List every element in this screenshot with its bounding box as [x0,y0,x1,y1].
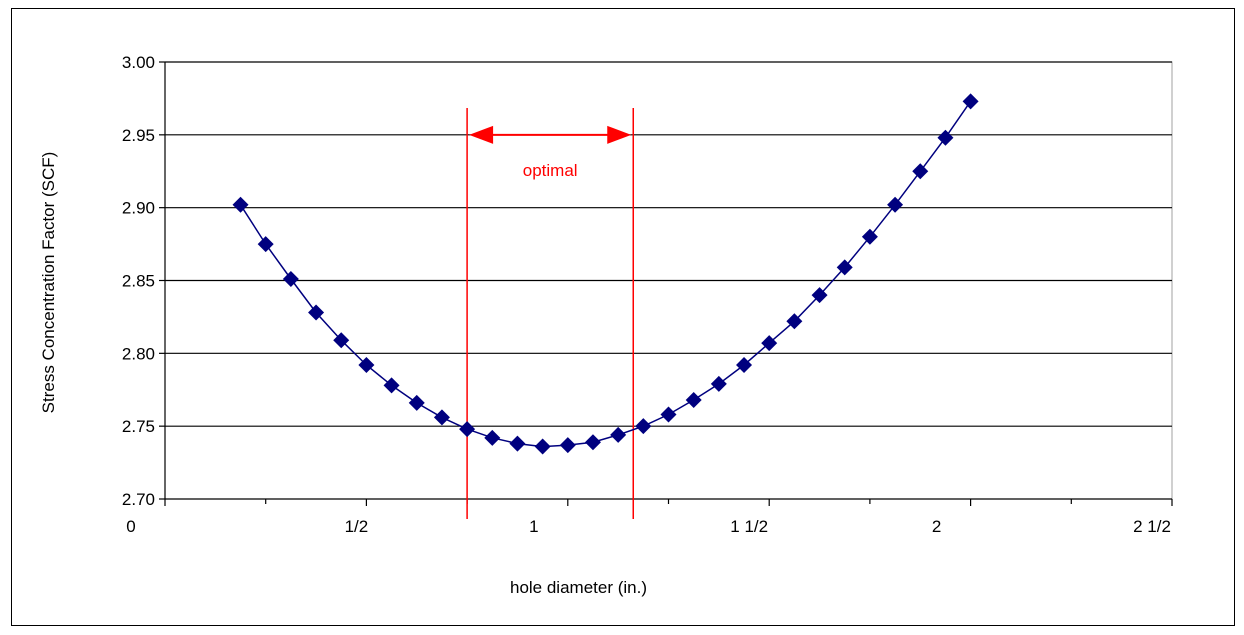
data-point [559,437,576,454]
y-tick-label: 2.95 [122,126,155,145]
x-tick-label: 1/2 [345,517,369,536]
data-point [836,259,853,276]
data-point [232,196,249,213]
data-point [408,394,425,411]
chart-frame: 2.70 2.75 2.80 2.85 2.90 2.95 3.00 0 1/2 1 1 1/2 2 2… [11,8,1235,626]
x-axis-title: hole diameter (in.) [510,578,647,597]
data-point [937,129,954,146]
data-point [710,375,727,392]
annotation-layer [466,108,635,519]
data-point [736,356,753,373]
series-layer [232,93,979,455]
x-tick-label: 2 [932,517,941,536]
x-tick-label: 1 [529,517,538,536]
data-point [761,335,778,352]
y-tick-label: 2.75 [122,417,155,436]
x-tick-label: 1 1/2 [730,517,768,536]
series-line [239,100,972,448]
data-point [484,429,501,446]
label-layer: hole diameter (in.) Stress Concentration… [39,152,647,597]
axes-layer: 2.70 2.75 2.80 2.85 2.90 2.95 3.00 0 1/2 1 1 1/2 2 2… [122,53,1173,536]
data-point [282,271,299,288]
x-tick-label: 2 1/2 [1133,517,1171,536]
y-axis-title: Stress Concentration Factor (SCF) [39,152,58,414]
data-point [610,426,627,443]
data-point [811,287,828,304]
optimal-arrow-right-head [607,125,632,144]
data-point [534,438,551,455]
data-point [584,434,601,451]
grid-layer [164,61,1173,500]
data-point [257,236,274,253]
y-tick-label: 2.80 [122,344,155,363]
y-tick-label: 2.85 [122,272,155,291]
chart-svg: 2.70 2.75 2.80 2.85 2.90 2.95 3.00 0 1/2 1 1 1/2 2 2… [39,53,1173,597]
data-point [861,228,878,245]
data-point [685,391,702,408]
data-point [333,332,350,349]
data-point [912,163,929,180]
data-point [433,409,450,426]
data-point [962,93,979,110]
optimal-arrow-left-head [469,125,494,144]
optimal-label: optimal [523,161,578,180]
data-point [509,435,526,452]
y-tick-label: 2.70 [122,490,155,509]
data-point [887,196,904,213]
data-point [660,406,677,423]
y-tick-label: 3.00 [122,53,155,72]
data-point [459,421,476,438]
x-tick-label: 0 [126,517,135,536]
data-point [358,356,375,373]
data-point [786,313,803,330]
data-point [635,418,652,435]
y-tick-label: 2.90 [122,199,155,218]
data-point [383,377,400,394]
data-point [308,304,325,321]
